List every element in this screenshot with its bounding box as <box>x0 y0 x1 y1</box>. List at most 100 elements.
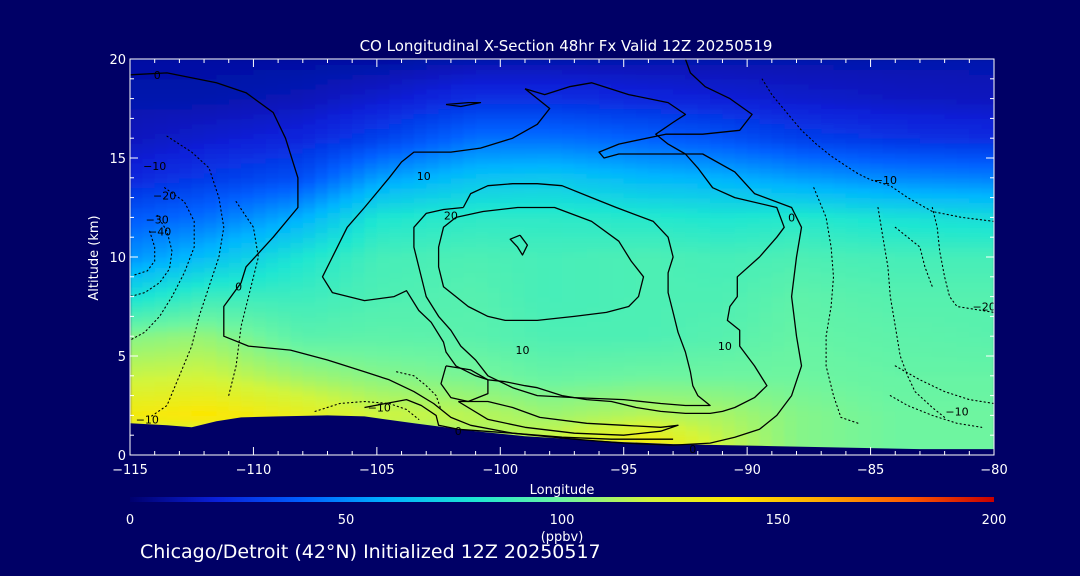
field-cell <box>549 148 563 154</box>
field-cell <box>290 78 304 85</box>
field-cell <box>339 306 353 313</box>
field-cell <box>413 162 427 169</box>
field-cell <box>302 341 316 347</box>
field-cell <box>660 346 674 352</box>
field-cell <box>179 207 193 214</box>
field-cell <box>882 192 896 199</box>
field-cell <box>327 301 341 308</box>
field-cell <box>784 291 798 298</box>
field-cell <box>673 266 687 273</box>
field-cell <box>265 118 279 125</box>
field-cell <box>697 425 711 431</box>
field-cell <box>401 247 415 253</box>
field-cell <box>796 291 810 298</box>
field-cell <box>376 395 390 402</box>
field-cell <box>623 73 637 80</box>
field-cell <box>537 143 551 149</box>
field-cell <box>599 281 613 288</box>
field-cell <box>697 291 711 298</box>
field-cell <box>796 172 810 179</box>
field-cell <box>586 207 600 214</box>
field-cell <box>130 385 144 392</box>
field-cell <box>500 123 514 129</box>
field-cell <box>512 128 526 134</box>
field-cell <box>549 400 563 407</box>
field-cell <box>167 395 181 402</box>
field-cell <box>463 148 477 154</box>
field-cell <box>438 266 452 273</box>
field-cell <box>241 242 255 248</box>
field-cell <box>450 276 464 283</box>
field-cell <box>167 271 181 278</box>
field-cell <box>327 395 341 402</box>
field-cell <box>265 103 279 110</box>
field-cell <box>747 237 761 243</box>
field-cell <box>376 266 390 273</box>
field-cell <box>278 167 292 174</box>
field-cell <box>463 410 477 417</box>
field-cell <box>636 410 650 417</box>
field-cell <box>228 222 242 228</box>
field-cell <box>191 306 205 313</box>
field-cell <box>302 192 316 199</box>
field-cell <box>574 266 588 273</box>
field-cell <box>389 301 403 308</box>
field-cell <box>784 420 798 426</box>
field-cell <box>167 158 181 164</box>
field-cell <box>389 88 403 95</box>
field-cell <box>537 286 551 293</box>
field-cell <box>191 63 205 70</box>
field-cell <box>759 143 773 149</box>
field-cell <box>821 331 835 337</box>
field-cell <box>574 346 588 352</box>
field-cell <box>253 59 267 65</box>
field-cell <box>660 153 674 159</box>
field-cell <box>450 187 464 194</box>
field-cell <box>339 261 353 268</box>
field-cell <box>475 276 489 283</box>
field-cell <box>142 316 156 323</box>
field-cell <box>722 78 736 85</box>
field-cell <box>167 291 181 298</box>
field-cell <box>734 266 748 273</box>
field-cell <box>722 326 736 332</box>
field-cell <box>808 148 822 154</box>
field-cell <box>154 202 168 209</box>
field-cell <box>401 98 415 105</box>
field-cell <box>821 242 835 248</box>
field-cell <box>389 172 403 179</box>
field-cell <box>784 276 798 283</box>
field-cell <box>154 242 168 248</box>
field-cell <box>771 296 785 303</box>
field-cell <box>845 380 859 387</box>
field-cell <box>426 296 440 303</box>
field-cell <box>895 356 909 362</box>
field-cell <box>438 63 452 70</box>
field-cell <box>574 301 588 308</box>
field-cell <box>487 63 501 70</box>
field-cell <box>278 390 292 397</box>
field-cell <box>475 346 489 352</box>
field-cell <box>747 306 761 313</box>
field-cell <box>623 222 637 228</box>
field-cell <box>611 123 625 129</box>
field-cell <box>352 212 366 219</box>
field-cell <box>586 356 600 362</box>
field-cell <box>574 247 588 253</box>
field-cell <box>636 346 650 352</box>
field-cell <box>154 133 168 139</box>
field-cell <box>784 138 798 144</box>
field-cell <box>808 138 822 144</box>
field-cell <box>870 301 884 308</box>
field-cell <box>278 351 292 357</box>
field-cell <box>278 207 292 214</box>
field-cell <box>697 242 711 248</box>
field-cell <box>524 68 539 75</box>
field-cell <box>376 311 390 318</box>
field-cell <box>845 286 859 293</box>
field-cell <box>759 440 773 446</box>
field-cell <box>808 306 822 313</box>
field-cell <box>673 380 687 387</box>
field-cell <box>167 177 181 184</box>
field-cell <box>537 138 551 144</box>
